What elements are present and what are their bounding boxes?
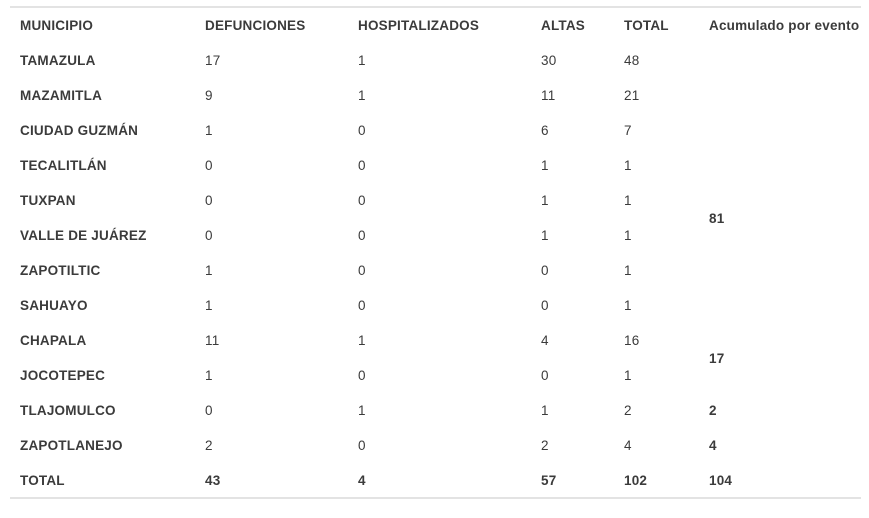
defunciones-cell: 11 bbox=[205, 333, 220, 348]
altas-cell: 1 bbox=[541, 193, 549, 208]
municipio-cell: CHAPALA bbox=[20, 333, 87, 348]
municipios-acumulado-table: MUNICIPIO DEFUNCIONES HOSPITALIZADOS ALT… bbox=[10, 6, 861, 499]
altas-cell: 11 bbox=[541, 88, 556, 103]
total-cell: 1 bbox=[624, 193, 632, 208]
altas-cell: 0 bbox=[541, 368, 549, 383]
hospitalizados-cell: 0 bbox=[358, 368, 366, 383]
altas-total-cell: 57 bbox=[541, 472, 557, 488]
defunciones-cell: 0 bbox=[205, 403, 213, 418]
altas-cell: 0 bbox=[541, 298, 549, 313]
municipio-cell: JOCOTEPEC bbox=[20, 368, 106, 383]
total-cell: 1 bbox=[624, 298, 632, 313]
total-total-cell: 102 bbox=[624, 472, 648, 488]
municipio-cell: TAMAZULA bbox=[20, 53, 96, 68]
total-cell: 48 bbox=[624, 53, 640, 68]
column-header-altas: ALTAS bbox=[541, 18, 585, 33]
column-header-municipio: MUNICIPIO bbox=[20, 18, 94, 33]
acumulado-total-value: 104 bbox=[709, 472, 733, 488]
column-header-defunciones: DEFUNCIONES bbox=[205, 18, 306, 33]
hospitalizados-cell: 0 bbox=[358, 438, 366, 453]
municipio-cell: TECALITLÁN bbox=[20, 158, 107, 173]
hospitalizados-cell: 0 bbox=[358, 193, 366, 208]
total-cell: 4 bbox=[624, 438, 632, 453]
acumulado-event2-value: 17 bbox=[709, 350, 725, 366]
table-container: MUNICIPIO DEFUNCIONES HOSPITALIZADOS ALT… bbox=[10, 6, 861, 499]
table-row-zapotiltic: ZAPOTILTIC 1 0 0 1 bbox=[10, 253, 861, 288]
column-header-hospitalizados: HOSPITALIZADOS bbox=[358, 18, 480, 33]
hospitalizados-cell: 1 bbox=[358, 333, 366, 348]
hospitalizados-cell: 0 bbox=[358, 263, 366, 278]
acumulado-cell-empty bbox=[709, 43, 861, 183]
table-row-tlajomulco: TLAJOMULCO 0 1 1 2 2 bbox=[10, 393, 861, 428]
municipio-cell: CIUDAD GUZMÁN bbox=[20, 123, 139, 138]
total-label-cell: TOTAL bbox=[20, 472, 65, 488]
defunciones-cell: 1 bbox=[205, 123, 213, 138]
defunciones-cell: 17 bbox=[205, 53, 221, 68]
altas-cell: 30 bbox=[541, 53, 557, 68]
municipio-cell: VALLE DE JUÁREZ bbox=[20, 228, 147, 243]
table-row-tamazula: TAMAZULA 17 1 30 48 bbox=[10, 43, 861, 78]
defunciones-cell: 0 bbox=[205, 193, 213, 208]
hospitalizados-cell: 1 bbox=[358, 403, 366, 418]
municipio-cell: ZAPOTLANEJO bbox=[20, 438, 123, 453]
table-row-total: TOTAL 43 4 57 102 104 bbox=[10, 463, 861, 498]
defunciones-cell: 1 bbox=[205, 368, 213, 383]
altas-cell: 4 bbox=[541, 333, 549, 348]
table-row-zapotlanejo: ZAPOTLANEJO 2 0 2 4 4 bbox=[10, 428, 861, 463]
acumulado-cell-empty bbox=[709, 253, 861, 323]
defunciones-cell: 0 bbox=[205, 158, 213, 173]
hospitalizados-cell: 1 bbox=[358, 88, 366, 103]
altas-cell: 0 bbox=[541, 263, 549, 278]
hospitalizados-cell: 0 bbox=[358, 158, 366, 173]
header-row: MUNICIPIO DEFUNCIONES HOSPITALIZADOS ALT… bbox=[10, 7, 861, 43]
total-cell: 1 bbox=[624, 158, 632, 173]
altas-cell: 6 bbox=[541, 123, 549, 138]
municipio-cell: MAZAMITLA bbox=[20, 88, 103, 103]
defunciones-cell: 1 bbox=[205, 298, 213, 313]
total-cell: 1 bbox=[624, 368, 632, 383]
municipio-cell: ZAPOTILTIC bbox=[20, 263, 101, 278]
total-cell: 7 bbox=[624, 123, 632, 138]
defunciones-cell: 1 bbox=[205, 263, 213, 278]
altas-cell: 1 bbox=[541, 158, 549, 173]
hospitalizados-cell: 0 bbox=[358, 228, 366, 243]
defunciones-cell: 9 bbox=[205, 88, 213, 103]
defunciones-cell: 0 bbox=[205, 228, 213, 243]
table-row-valle-de-juarez: VALLE DE JUÁREZ 0 0 1 1 bbox=[10, 218, 861, 253]
altas-cell: 1 bbox=[541, 228, 549, 243]
table-row-tecalitlan: TECALITLÁN 0 0 1 1 bbox=[10, 148, 861, 183]
hospitalizados-cell: 1 bbox=[358, 53, 366, 68]
table-row-ciudad-guzman: CIUDAD GUZMÁN 1 0 6 7 bbox=[10, 113, 861, 148]
total-cell: 1 bbox=[624, 228, 632, 243]
altas-cell: 2 bbox=[541, 438, 549, 453]
column-header-total: TOTAL bbox=[624, 18, 669, 33]
hospitalizados-cell: 0 bbox=[358, 123, 366, 138]
acumulado-zapotlanejo-value: 4 bbox=[709, 438, 717, 453]
total-cell: 21 bbox=[624, 88, 640, 103]
total-cell: 2 bbox=[624, 403, 632, 418]
table-row-sahuayo: SAHUAYO 1 0 0 1 bbox=[10, 288, 861, 323]
table-row-chapala: CHAPALA 11 1 4 16 17 bbox=[10, 323, 861, 366]
defunciones-cell: 2 bbox=[205, 438, 213, 453]
altas-cell: 1 bbox=[541, 403, 549, 418]
hospitalizados-total-cell: 4 bbox=[358, 472, 366, 488]
acumulado-event1-value: 81 bbox=[709, 210, 725, 226]
municipio-cell: TUXPAN bbox=[20, 193, 76, 208]
municipio-cell: SAHUAYO bbox=[20, 298, 88, 313]
table-row-tuxpan: TUXPAN 0 0 1 1 81 bbox=[10, 183, 861, 226]
total-cell: 16 bbox=[624, 333, 640, 348]
table-row-mazamitla: MAZAMITLA 9 1 11 21 bbox=[10, 78, 861, 113]
table-row-jocotepec: JOCOTEPEC 1 0 0 1 bbox=[10, 358, 861, 393]
acumulado-tlajomulco-value: 2 bbox=[709, 403, 717, 418]
total-cell: 1 bbox=[624, 263, 632, 278]
municipio-cell: TLAJOMULCO bbox=[20, 403, 116, 418]
hospitalizados-cell: 0 bbox=[358, 298, 366, 313]
column-header-acumulado-por-evento: Acumulado por evento bbox=[709, 18, 860, 33]
defunciones-total-cell: 43 bbox=[205, 472, 221, 488]
